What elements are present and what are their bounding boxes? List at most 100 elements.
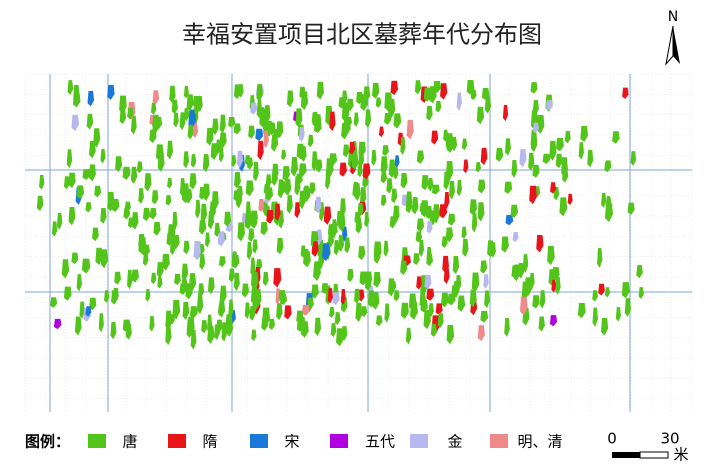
tomb — [413, 253, 420, 265]
tomb — [151, 190, 159, 205]
tomb — [299, 86, 306, 99]
tomb — [115, 156, 123, 173]
tomb — [95, 247, 103, 266]
tomb — [268, 318, 275, 330]
tomb — [100, 208, 107, 224]
tomb — [93, 128, 101, 148]
tomb — [202, 154, 210, 173]
tomb — [490, 242, 496, 258]
tomb — [107, 191, 115, 212]
legend-swatch — [490, 434, 508, 448]
tomb — [294, 202, 301, 219]
tombs — [36, 80, 644, 350]
tomb — [405, 191, 413, 211]
tomb — [214, 324, 220, 341]
tomb — [189, 306, 198, 319]
tomb — [311, 151, 318, 172]
tomb — [342, 144, 350, 158]
tomb — [241, 283, 250, 298]
tomb — [469, 199, 478, 216]
tomb — [538, 316, 545, 332]
tomb — [172, 299, 181, 320]
tomb — [437, 312, 444, 328]
tomb — [371, 149, 377, 166]
tomb — [372, 82, 380, 99]
tomb — [416, 276, 422, 290]
tomb — [295, 108, 303, 128]
tomb — [477, 202, 485, 222]
tomb — [510, 204, 519, 218]
tomb — [94, 185, 102, 198]
tomb — [463, 159, 469, 174]
tomb — [387, 278, 395, 297]
tomb — [255, 128, 264, 141]
tomb — [357, 202, 364, 217]
tomb — [256, 84, 263, 102]
tomb — [604, 161, 611, 173]
tomb — [53, 318, 62, 330]
tomb — [325, 158, 334, 179]
scale-black — [612, 452, 640, 458]
tomb — [400, 173, 408, 189]
tomb — [373, 241, 382, 261]
tomb — [504, 181, 513, 194]
tomb — [136, 161, 143, 174]
tomb — [336, 210, 344, 229]
tomb — [298, 163, 307, 177]
tomb — [72, 92, 81, 108]
tomb — [157, 152, 165, 173]
tomb — [333, 240, 340, 256]
tomb — [266, 209, 274, 224]
tomb — [273, 268, 282, 288]
tomb — [373, 271, 381, 288]
tomb — [309, 182, 316, 195]
tomb — [224, 211, 232, 227]
tomb — [517, 263, 525, 279]
tomb — [130, 115, 137, 135]
tomb — [251, 271, 259, 290]
tomb — [155, 116, 163, 130]
tomb — [337, 235, 345, 252]
tomb — [476, 106, 485, 125]
tomb — [141, 244, 150, 257]
tomb — [221, 322, 228, 342]
tomb — [196, 295, 204, 315]
tomb — [285, 178, 292, 196]
tomb — [107, 84, 115, 100]
tomb — [212, 118, 219, 135]
tomb — [555, 137, 564, 152]
tomb — [426, 105, 433, 121]
tomb — [431, 130, 439, 145]
tomb — [505, 138, 511, 156]
tomb — [445, 227, 454, 243]
tomb — [271, 134, 278, 152]
tomb — [344, 237, 351, 254]
tomb — [477, 325, 485, 342]
tomb — [415, 231, 423, 243]
tomb — [555, 153, 563, 169]
tomb — [244, 213, 253, 230]
tomb — [187, 124, 194, 140]
tomb — [502, 104, 509, 122]
tomb — [183, 240, 190, 255]
legend-text: 唐 — [122, 433, 137, 451]
tomb — [110, 322, 117, 340]
tomb — [258, 199, 265, 213]
tomb — [228, 299, 234, 319]
tomb — [612, 131, 620, 144]
tomb — [138, 188, 144, 204]
tomb — [564, 130, 571, 144]
tomb — [470, 89, 477, 101]
tomb — [461, 138, 468, 151]
tomb — [391, 188, 398, 204]
tomb — [638, 287, 644, 299]
tomb — [605, 203, 613, 222]
tomb — [545, 100, 553, 111]
tomb — [577, 302, 586, 319]
tomb — [411, 197, 419, 215]
tomb — [244, 302, 251, 319]
tomb — [597, 248, 603, 268]
tomb — [169, 85, 176, 104]
tomb — [466, 80, 475, 95]
north-arrow: N — [665, 9, 680, 66]
